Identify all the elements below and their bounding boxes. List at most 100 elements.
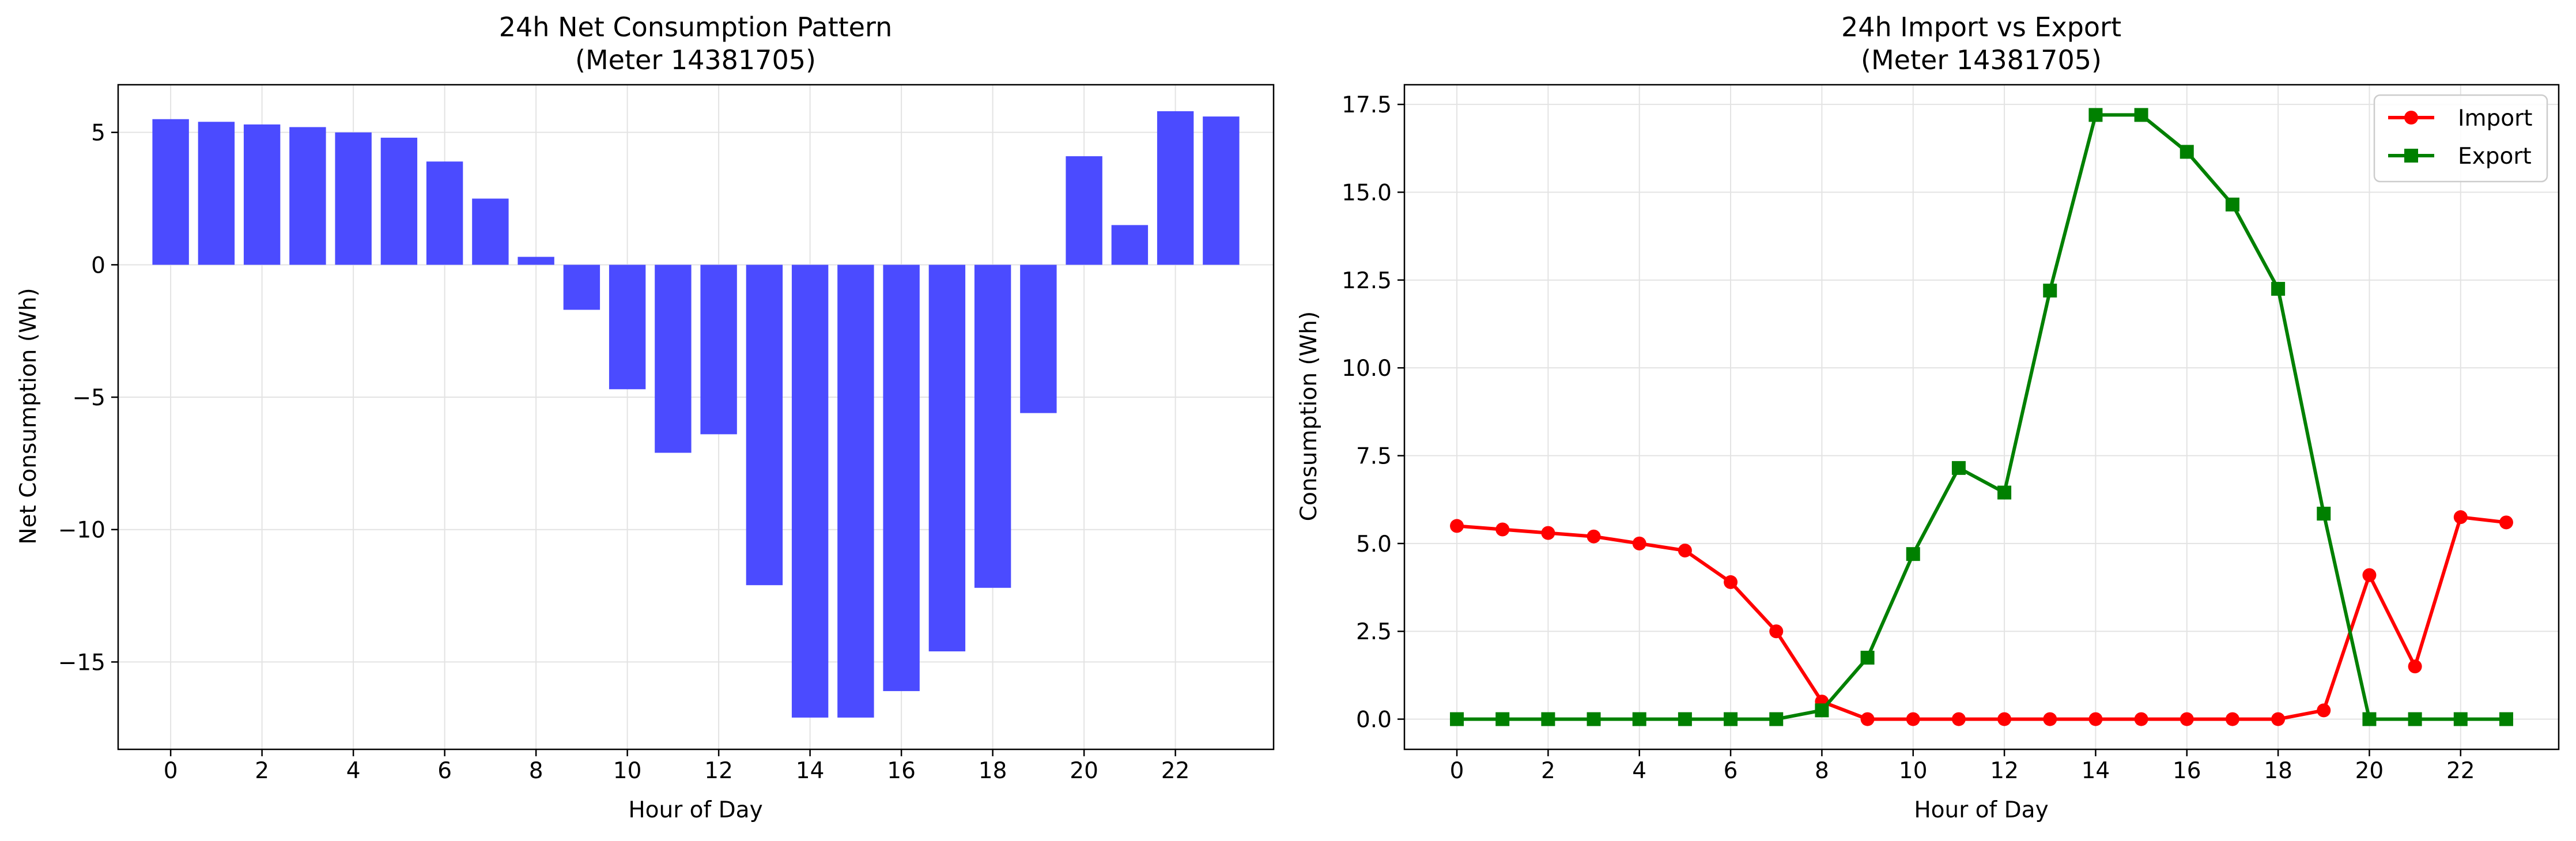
import-export-chart: 0 2 4 6 8 10 12 14 16 18 20 22 0.0 2.5 5.0 7.5 10.0 12.5… — [1296, 12, 2560, 823]
data-point — [2134, 108, 2148, 122]
data-point — [2271, 282, 2286, 296]
chart-subtitle: (Meter 14381705) — [575, 44, 816, 76]
x-tick-label: 10 — [1899, 758, 1928, 784]
data-point — [2043, 284, 2057, 298]
y-tick-label: −10 — [58, 518, 105, 544]
x-tick-label: 22 — [2446, 758, 2475, 784]
data-point — [1906, 712, 1920, 726]
chart-subtitle: (Meter 14381705) — [1861, 44, 2102, 76]
x-tick-label: 0 — [1450, 758, 1464, 784]
bar — [1111, 225, 1149, 265]
data-point — [2317, 507, 2331, 521]
x-axis-label: Hour of Day — [1914, 797, 2048, 823]
x-tick-label: 14 — [2082, 758, 2110, 784]
data-point — [1450, 712, 1464, 726]
y-tick-label: 0.0 — [1356, 707, 1392, 733]
y-axis-ticks: 5 0 −5 −10 −15 — [58, 120, 118, 676]
data-point — [1678, 544, 1692, 558]
bar — [563, 265, 600, 310]
data-point — [1815, 703, 1829, 718]
bar — [609, 265, 646, 390]
y-tick-label: 2.5 — [1356, 619, 1392, 645]
net-consumption-chart: 0 2 4 6 8 10 12 14 16 18 20 22 5 0 −5 −10 −15 24h Net C… — [16, 12, 1275, 823]
bar — [426, 161, 463, 265]
grid — [1404, 85, 2559, 749]
series-line — [1456, 515, 2507, 721]
data-point — [1860, 712, 1875, 726]
y-tick-label: 15.0 — [1342, 180, 1392, 206]
y-tick-label: 5 — [91, 120, 105, 146]
data-point — [1541, 712, 1555, 726]
bar — [837, 265, 874, 718]
x-tick-label: 8 — [529, 758, 543, 784]
x-tick-label: 4 — [346, 758, 361, 784]
data-point — [1951, 712, 1966, 726]
bar — [1066, 156, 1102, 265]
bar — [198, 122, 235, 265]
legend-export-label: Export — [2458, 144, 2532, 169]
x-tick-label: 2 — [255, 758, 269, 784]
series-import — [1450, 510, 2513, 726]
data-point — [1632, 712, 1646, 726]
data-point — [2088, 712, 2103, 726]
data-point — [1678, 712, 1692, 726]
x-tick-label: 20 — [2355, 758, 2384, 784]
plot-frame — [1403, 84, 2560, 751]
x-tick-label: 14 — [796, 758, 825, 784]
data-point — [1951, 461, 1966, 475]
series-lines — [1450, 108, 2513, 726]
bar — [883, 265, 920, 691]
data-point — [2180, 145, 2194, 159]
data-point — [1495, 522, 1510, 537]
data-point — [1495, 712, 1510, 726]
legend: Import Export — [2373, 94, 2548, 183]
data-point — [2408, 712, 2422, 726]
data-point — [2317, 703, 2331, 718]
y-axis-label: Consumption (Wh) — [1296, 311, 1322, 521]
data-point — [2362, 568, 2377, 582]
data-point — [1450, 519, 1464, 533]
data-point — [2088, 108, 2103, 122]
data-point — [2499, 712, 2513, 726]
bar — [335, 132, 372, 265]
y-tick-label: 12.5 — [1342, 268, 1392, 294]
data-point — [1541, 526, 1555, 540]
y-tick-label: 10.0 — [1342, 356, 1392, 382]
data-point — [2134, 712, 2148, 726]
x-tick-label: 0 — [164, 758, 178, 784]
data-point — [1769, 624, 1784, 639]
data-point — [1587, 712, 1601, 726]
x-tick-label: 16 — [887, 758, 916, 784]
bar — [518, 257, 554, 265]
bar — [655, 265, 692, 453]
series-export — [1450, 108, 2513, 726]
y-tick-label: 7.5 — [1356, 444, 1392, 470]
x-tick-label: 6 — [437, 758, 452, 784]
x-tick-label: 16 — [2173, 758, 2201, 784]
x-tick-label: 8 — [1815, 758, 1829, 784]
x-tick-label: 12 — [704, 758, 733, 784]
bars — [152, 111, 1240, 718]
x-tick-label: 2 — [1541, 758, 1555, 784]
x-tick-label: 18 — [979, 758, 1007, 784]
y-tick-label: 0 — [91, 252, 105, 278]
data-point — [2225, 197, 2239, 212]
legend-import-label: Import — [2458, 105, 2532, 131]
y-tick-label: 5.0 — [1356, 531, 1392, 557]
bar — [791, 265, 829, 718]
data-point — [2271, 712, 2286, 726]
x-tick-label: 22 — [1161, 758, 1190, 784]
x-tick-label: 6 — [1724, 758, 1738, 784]
y-tick-label: 17.5 — [1342, 92, 1392, 118]
bar — [1203, 116, 1240, 265]
bar — [152, 119, 189, 265]
x-tick-label: 20 — [1070, 758, 1098, 784]
plot-frame — [117, 84, 1275, 751]
bar — [746, 265, 783, 586]
data-point — [2180, 712, 2194, 726]
data-point — [2043, 712, 2057, 726]
x-tick-label: 10 — [613, 758, 642, 784]
data-point — [1632, 536, 1646, 550]
